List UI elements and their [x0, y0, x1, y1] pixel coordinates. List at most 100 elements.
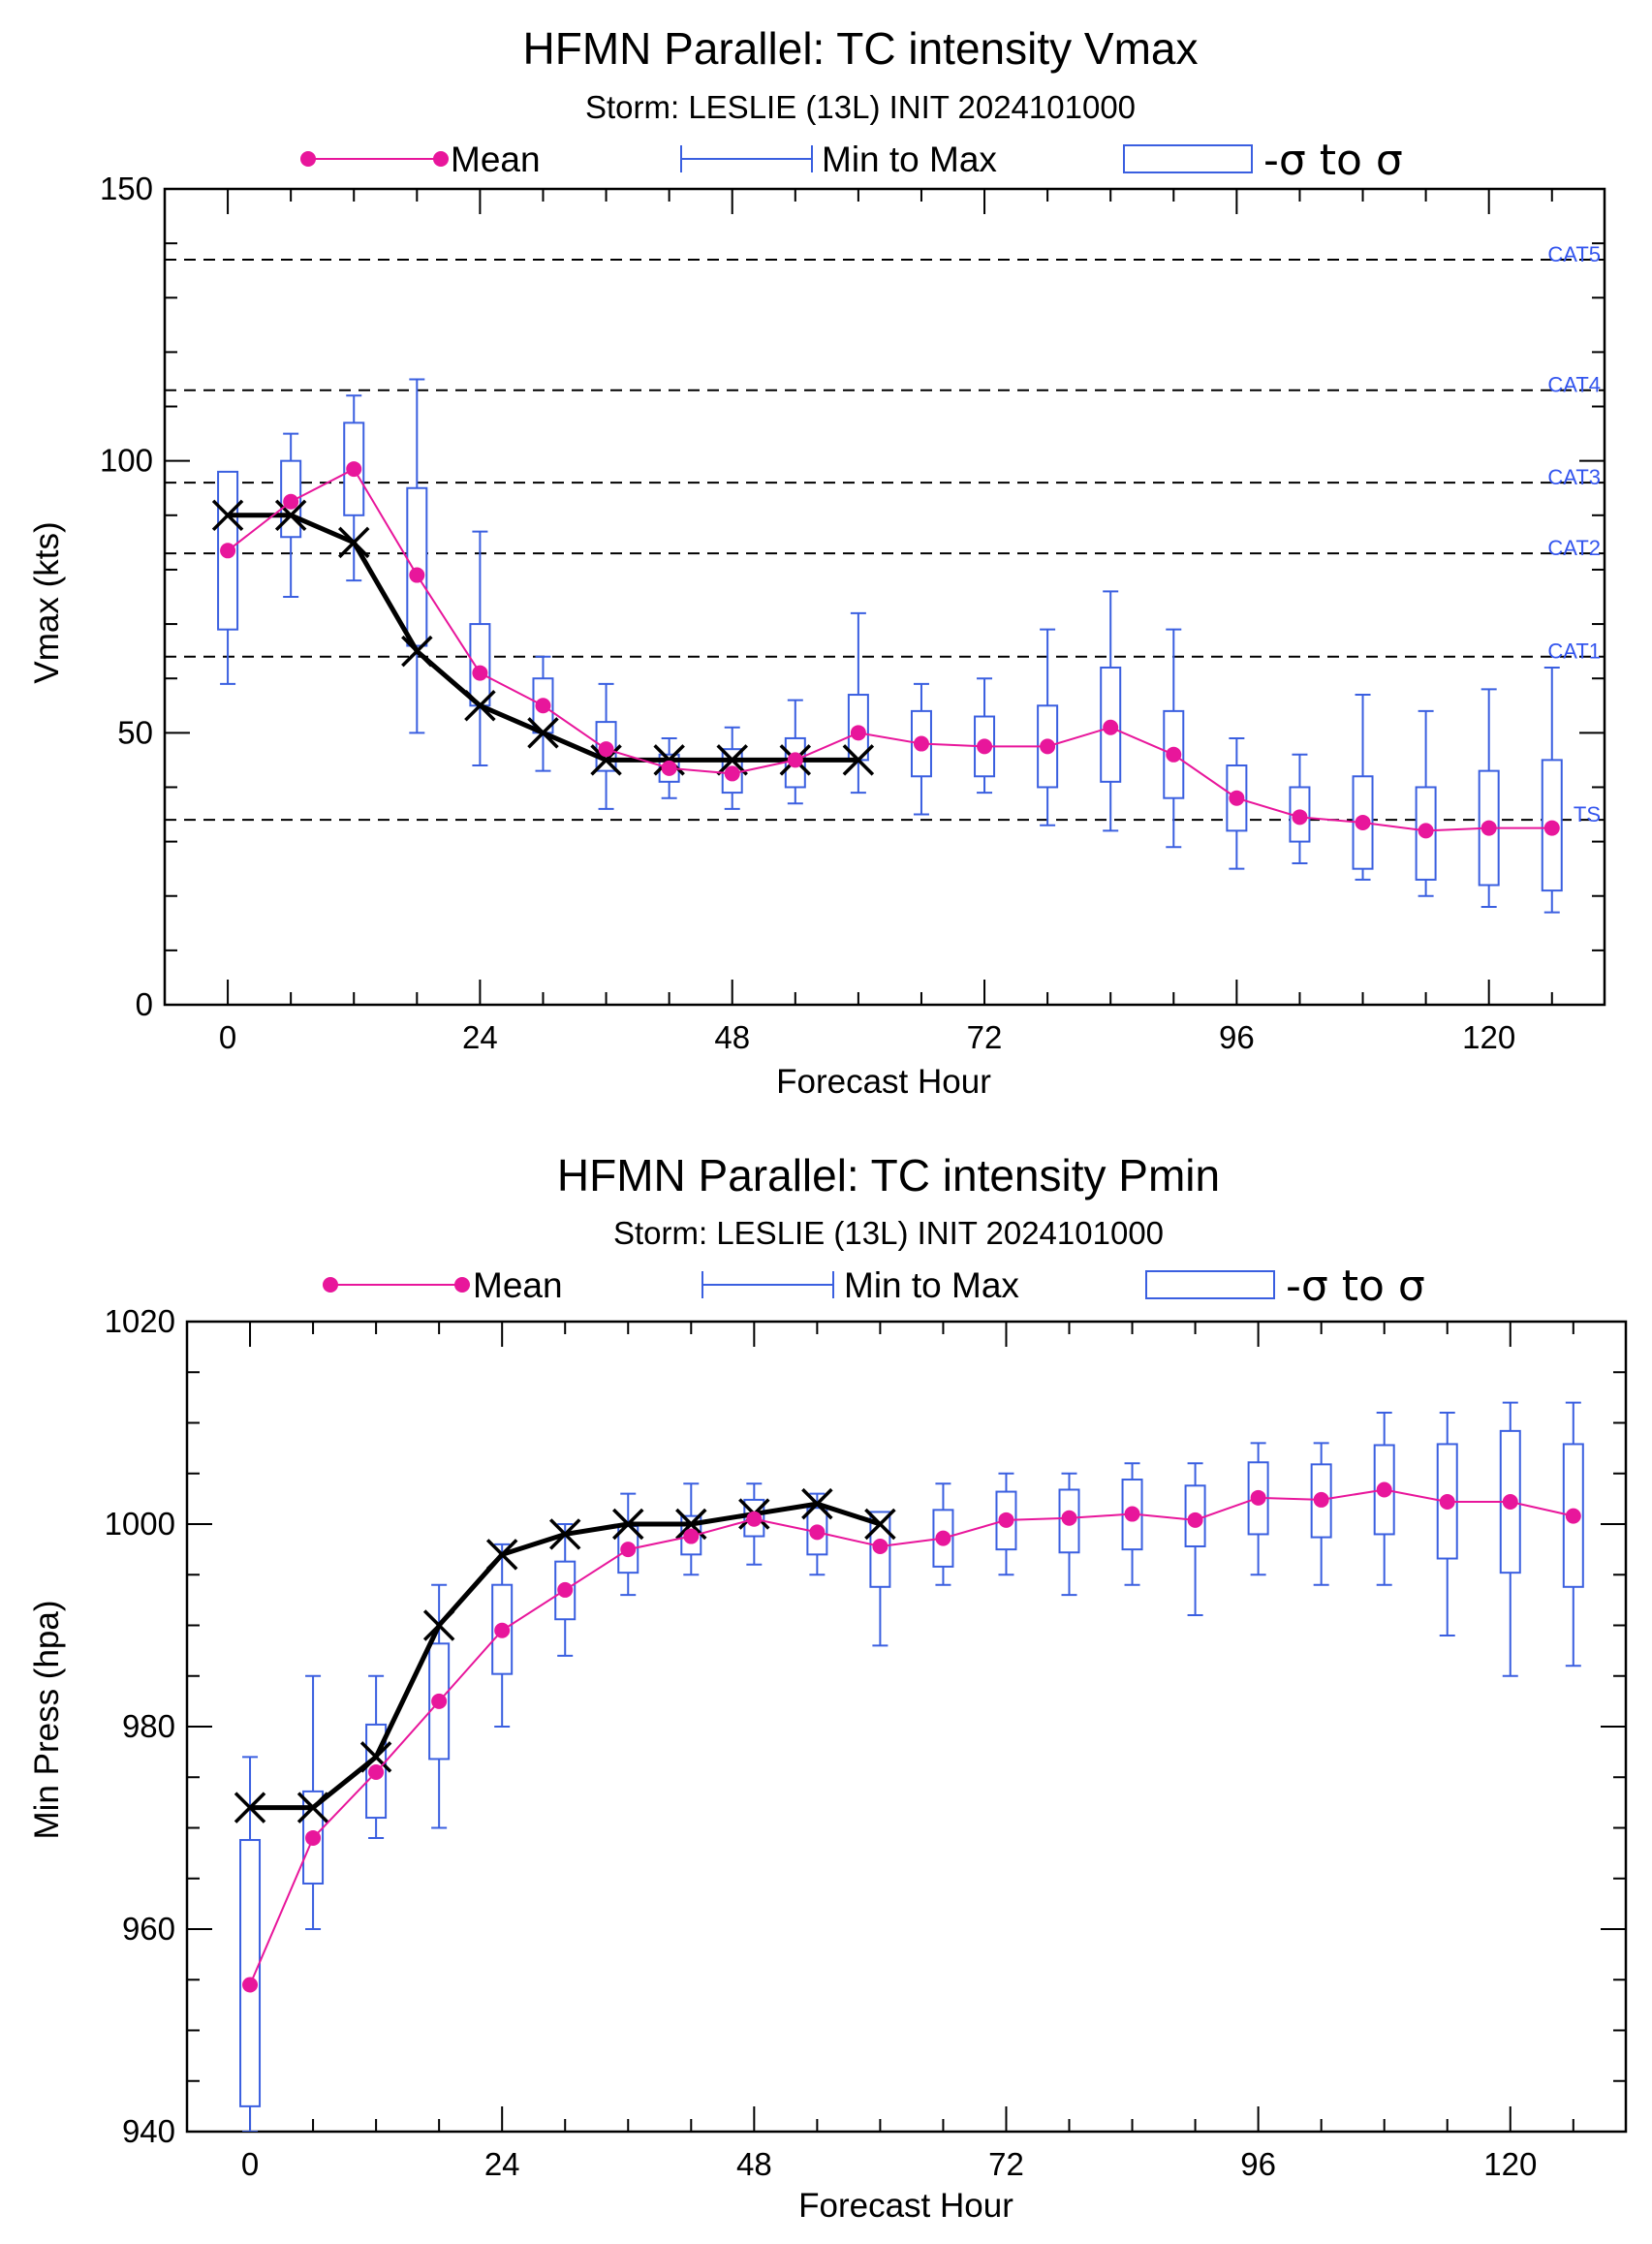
threshold-label: TS — [1574, 802, 1601, 826]
y-tick-label: 50 — [117, 714, 153, 750]
mean-point — [1439, 1494, 1455, 1511]
mean-point — [1103, 719, 1119, 735]
mean-point — [1124, 1506, 1140, 1522]
mean-point — [1543, 820, 1560, 836]
chart-subtitle: Storm: LESLIE (13L) INIT 2024101000 — [613, 1215, 1164, 1251]
x-tick-label: 120 — [1462, 1019, 1515, 1055]
legend-sigma-label: -σ to σ — [1263, 136, 1403, 185]
x-tick-label: 0 — [241, 2146, 259, 2182]
best-track-marker — [234, 1792, 266, 1823]
x-tick-label: 0 — [219, 1019, 236, 1055]
mean-point — [998, 1512, 1014, 1528]
y-tick-label: 1020 — [105, 1303, 175, 1339]
chart-title: HFMN Parallel: TC intensity Pmin — [557, 1150, 1220, 1200]
threshold-label: CAT5 — [1547, 242, 1601, 266]
best-track-marker — [485, 1539, 518, 1571]
legend-sigma-swatch — [1123, 144, 1253, 173]
chart-subtitle: Storm: LESLIE (13L) INIT 2024101000 — [585, 89, 1136, 125]
legend-range-label: Min to Max — [844, 1265, 1019, 1305]
plot-frame — [163, 187, 1606, 1007]
series-layer — [234, 1401, 1584, 2132]
best-track-marker — [612, 1508, 644, 1541]
mean-point — [1061, 1510, 1077, 1526]
x-tick-label: 48 — [714, 1019, 750, 1055]
mean-point — [724, 765, 740, 782]
threshold-label: CAT3 — [1547, 465, 1601, 489]
x-tick-label: 72 — [967, 1019, 1003, 1055]
mean-point — [305, 1829, 322, 1846]
mean-line — [249, 1488, 1574, 1985]
mean-point — [283, 493, 299, 510]
vmax-chart: HFMN Parallel: TC intensity Vmax Storm: … — [28, 23, 1606, 1101]
mean-point — [1502, 1494, 1518, 1511]
mean-point — [683, 1528, 700, 1544]
legend-range-swatch — [680, 145, 813, 172]
box-whisker — [239, 1756, 262, 2132]
best-track-marker — [422, 1609, 455, 1641]
best-track-marker — [801, 1487, 833, 1520]
mean-point — [809, 1524, 826, 1541]
mean-point — [913, 735, 929, 752]
best-track-marker — [464, 690, 496, 722]
best-track-marker — [864, 1508, 896, 1541]
threshold-label: CAT2 — [1547, 536, 1601, 560]
y-tick-label: 980 — [122, 1708, 175, 1744]
mean-point — [598, 741, 614, 758]
mean-point — [1166, 746, 1182, 763]
best-track-marker — [527, 717, 559, 749]
legend-range-swatch — [701, 1271, 834, 1298]
mean-point — [1229, 790, 1245, 806]
y-tick-label: 150 — [100, 171, 153, 206]
mean-point — [620, 1542, 637, 1558]
mean-point — [472, 665, 488, 681]
x-tick-label: 24 — [462, 1019, 498, 1055]
legend-range-label: Min to Max — [822, 140, 997, 179]
best-track-marker — [842, 744, 875, 776]
x-tick-label: 48 — [736, 2146, 772, 2182]
best-track-marker — [590, 744, 622, 776]
series-layer — [211, 378, 1563, 914]
mean-line — [227, 467, 1552, 832]
x-axis-label: Forecast Hour — [798, 2187, 1013, 2225]
mean-point — [872, 1538, 888, 1554]
mean-point — [1313, 1491, 1329, 1508]
mean-point — [220, 543, 236, 559]
x-tick-label: 72 — [988, 2146, 1024, 2182]
mean-point — [935, 1530, 951, 1546]
y-tick-label: 0 — [136, 986, 153, 1022]
best-track-marker — [296, 1792, 329, 1823]
mean-point — [1418, 823, 1434, 839]
mean-point — [1481, 820, 1497, 836]
legend-mean-swatch — [323, 1277, 470, 1293]
mean-point — [1040, 738, 1056, 755]
y-axis-label: Vmax (kts) — [28, 521, 66, 683]
x-tick-label: 120 — [1483, 2146, 1537, 2182]
best-track-marker — [274, 499, 307, 532]
sigma-box — [239, 1839, 262, 2107]
best-track-marker — [401, 635, 433, 668]
legend-sigma-label: -σ to σ — [1286, 1262, 1425, 1311]
threshold-label: CAT1 — [1547, 639, 1601, 664]
best-track-marker — [548, 1518, 581, 1550]
y-tick-label: 960 — [122, 1911, 175, 1947]
sigma-box — [406, 486, 428, 647]
chart-title: HFMN Parallel: TC intensity Vmax — [523, 23, 1199, 74]
mean-point — [850, 725, 866, 741]
mean-point — [746, 1511, 763, 1527]
mean-point — [1355, 814, 1371, 830]
legend-mean-label: Mean — [473, 1265, 563, 1305]
best-track-marker — [716, 744, 748, 776]
mean-point — [661, 760, 677, 776]
box-whisker — [469, 530, 491, 767]
threshold-label: CAT4 — [1547, 373, 1601, 397]
y-axis-label: Min Press (hpa) — [28, 1600, 66, 1839]
mean-point — [787, 752, 803, 768]
box-whisker — [406, 378, 428, 734]
x-tick-label: 96 — [1219, 1019, 1255, 1055]
legend-sigma-swatch — [1145, 1270, 1275, 1299]
best-track-marker — [338, 526, 370, 559]
plot-area: 0 50 100 150 0 24 48 72 96 120 CAT5 CAT4 CAT3 CAT2 CAT… — [100, 171, 1606, 1055]
mean-point — [557, 1581, 574, 1598]
best-track-marker — [359, 1741, 392, 1773]
